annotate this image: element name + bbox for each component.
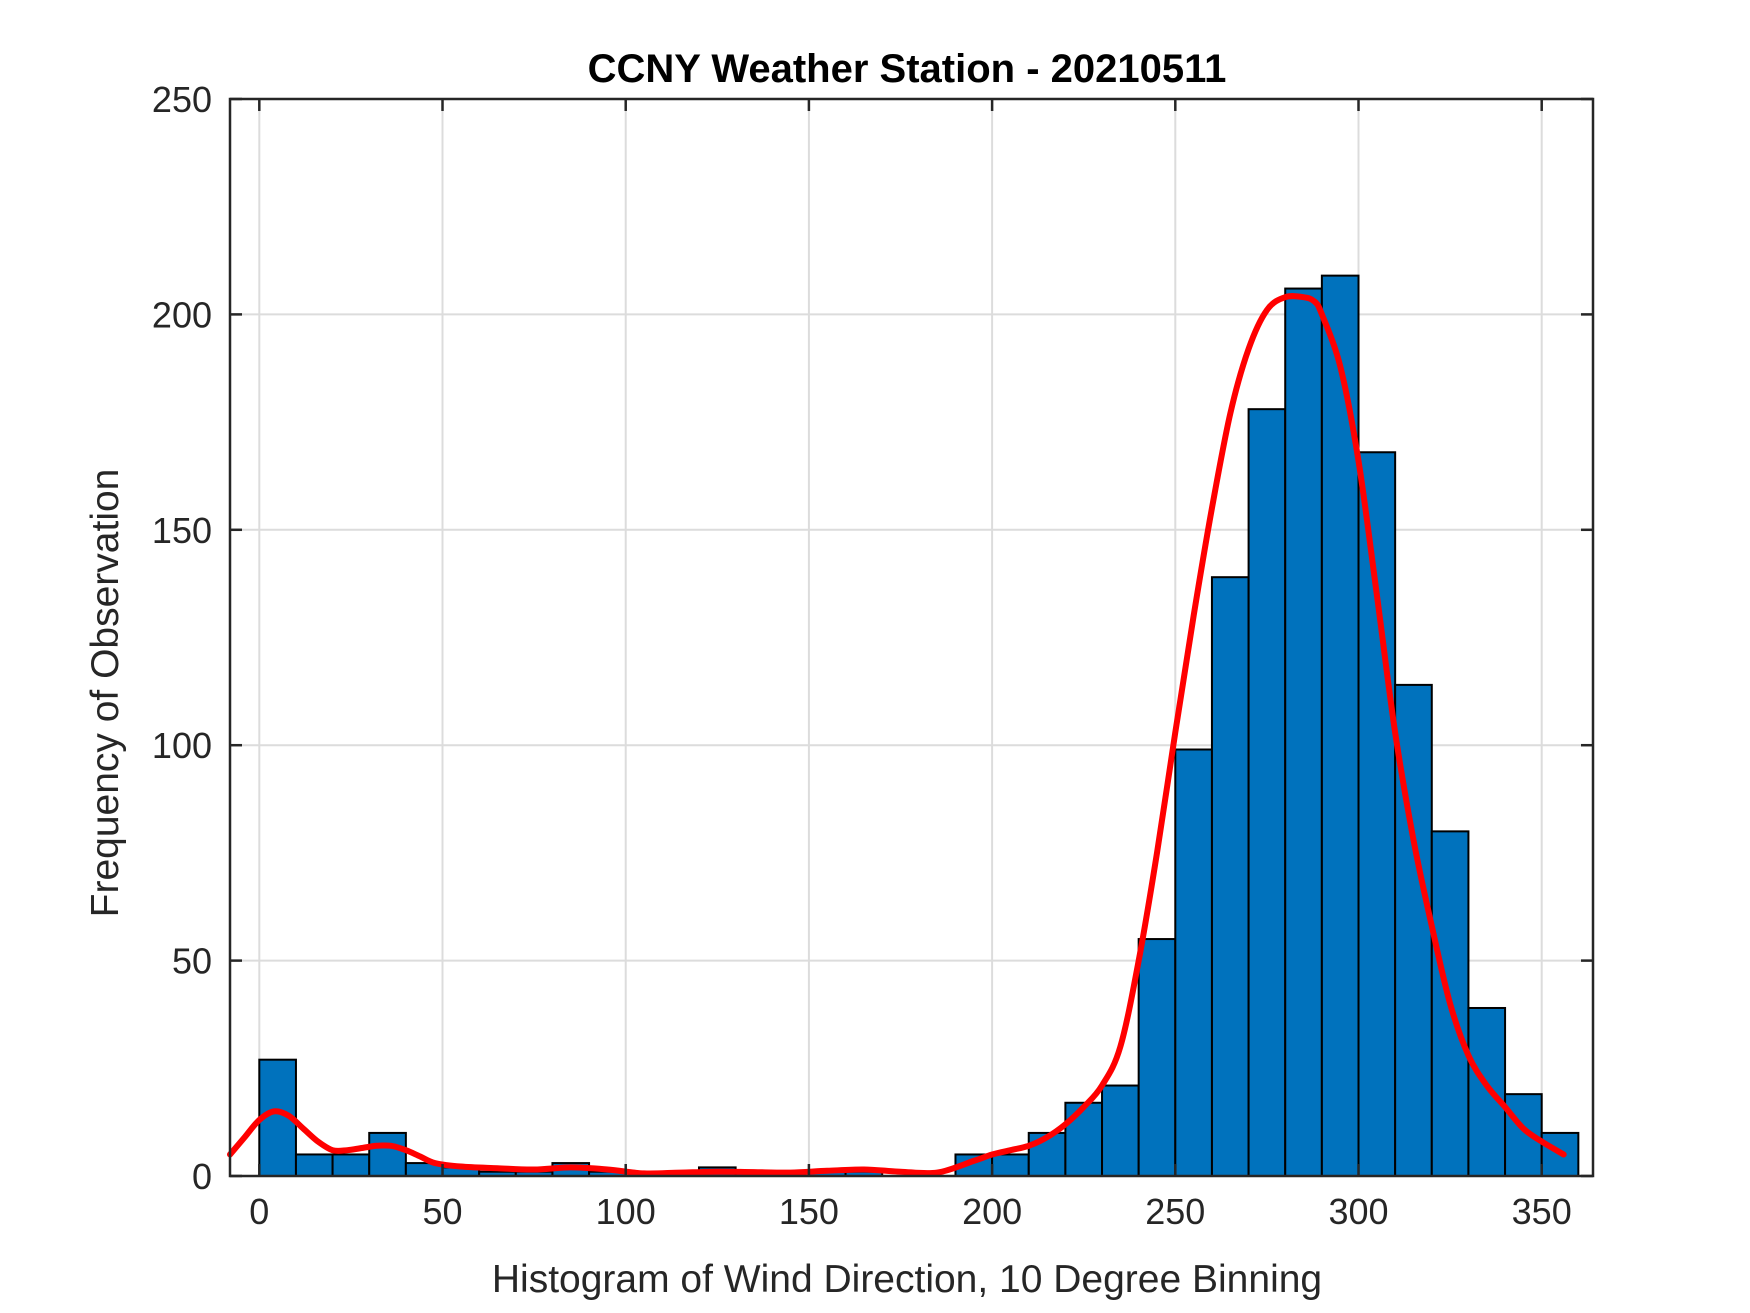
x-axis-label: Histogram of Wind Direction, 10 Degree B… xyxy=(492,1258,1322,1301)
histogram-bar-270 xyxy=(1247,408,1287,1177)
histogram-bar-20 xyxy=(331,1153,371,1177)
x-tick-labels: 0 50 100 150 200 250 300 350 xyxy=(249,1191,1571,1232)
y-tick-label-0: 0 xyxy=(192,1156,212,1197)
x-tick-label-300: 300 xyxy=(1328,1191,1388,1232)
x-tick-label-200: 200 xyxy=(962,1191,1022,1232)
histogram-bar-280 xyxy=(1284,287,1323,1177)
x-tick-label-350: 350 xyxy=(1512,1191,1572,1232)
y-tick-label-150: 150 xyxy=(152,510,212,551)
histogram-bar-220 xyxy=(1064,1101,1104,1178)
histogram-bar-240 xyxy=(1137,938,1177,1177)
x-tick-label-250: 250 xyxy=(1145,1191,1205,1232)
histogram-bar-260 xyxy=(1210,576,1250,1177)
axis-ticks xyxy=(230,97,1593,1178)
histogram-bar-30 xyxy=(368,1131,407,1178)
histogram-bar-330 xyxy=(1467,1006,1507,1177)
x-tick-label-150: 150 xyxy=(779,1191,839,1232)
y-axis-label: Frequency of Observation xyxy=(84,469,127,918)
y-tick-label-250: 250 xyxy=(152,79,212,120)
y-tick-label-200: 200 xyxy=(152,294,212,335)
y-tick-label-100: 100 xyxy=(152,725,212,766)
histogram-bar-250 xyxy=(1174,748,1213,1177)
histogram-bar-200 xyxy=(991,1153,1030,1177)
histogram-bar-290 xyxy=(1320,274,1360,1177)
axes-box xyxy=(228,97,1595,1178)
x-tick-label-50: 50 xyxy=(422,1191,462,1232)
histogram-bars xyxy=(258,274,1580,1178)
histogram-bar-300 xyxy=(1357,451,1397,1178)
histogram-bar-230 xyxy=(1101,1084,1140,1177)
fit-curve-layer xyxy=(227,293,1567,1177)
x-tick-label-0: 0 xyxy=(249,1191,269,1232)
chart-title: CCNY Weather Station - 20210511 xyxy=(588,47,1227,91)
x-tick-label-100: 100 xyxy=(596,1191,656,1232)
y-tick-labels: 0 50 100 150 200 250 xyxy=(152,79,212,1197)
fit-curve-line xyxy=(227,293,1567,1177)
y-tick-label-50: 50 xyxy=(172,941,212,982)
histogram-bar-10 xyxy=(294,1153,334,1177)
